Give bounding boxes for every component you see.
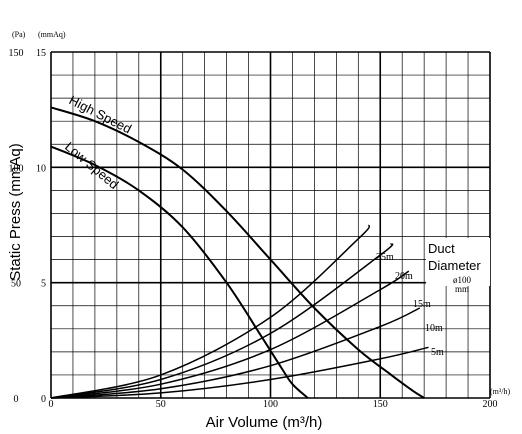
- duct-curve-15m: [50, 270, 410, 399]
- duct-curve-5m: [50, 346, 429, 399]
- y-tick-label-pa: 50: [11, 279, 21, 290]
- y-axis-title: Static Press (mmAq): [7, 143, 24, 281]
- x-tick-label: 100: [263, 399, 278, 410]
- y-tick-label-mmaq: 0: [41, 394, 46, 405]
- low-speed-label: Low Speed: [62, 139, 121, 192]
- duct-label-10m: 10m: [425, 323, 443, 334]
- x-tick-label: 50: [156, 399, 166, 410]
- x-unit: (m³/h): [490, 387, 511, 396]
- duct-curve-25m: [50, 224, 371, 399]
- y-tick-label-mmaq: 15: [36, 48, 46, 59]
- duct-curve-10m: [50, 307, 421, 399]
- duct-label-25m: 25m: [376, 252, 394, 263]
- x-tick-label: 150: [373, 399, 388, 410]
- x-tick-label: 0: [49, 399, 54, 410]
- legend-background: [426, 238, 490, 286]
- legend-title-line1: Duct: [428, 241, 455, 256]
- legend: Duct Diameter ø100 mm: [426, 238, 490, 294]
- y-unit-right: (mmAq): [38, 30, 66, 39]
- y-tick-label-mmaq: 5: [41, 279, 46, 290]
- grid: [50, 51, 491, 399]
- y-unit-left: (Pa): [12, 30, 26, 39]
- legend-title-line2: Diameter: [428, 258, 481, 273]
- duct-curve-20m: [50, 242, 394, 399]
- high-speed-curve: [50, 106, 425, 399]
- legend-diameter-unit: mm: [455, 284, 469, 294]
- x-tick-label: 200: [483, 399, 498, 410]
- y-tick-label-pa: 150: [9, 48, 24, 59]
- y-tick-label-pa: 100: [9, 163, 24, 174]
- duct-label-15m: 15m: [413, 299, 431, 310]
- x-axis-title: Air Volume (m³/h): [206, 414, 323, 431]
- low-speed-curve: [50, 145, 309, 399]
- duct-label-20m: 20m: [395, 271, 413, 282]
- y-tick-label-pa: 0: [14, 394, 19, 405]
- curves: [50, 106, 429, 399]
- legend-diameter: ø100: [453, 275, 472, 285]
- y-tick-label-mmaq: 10: [36, 163, 46, 174]
- duct-label-5m: 5m: [431, 347, 444, 358]
